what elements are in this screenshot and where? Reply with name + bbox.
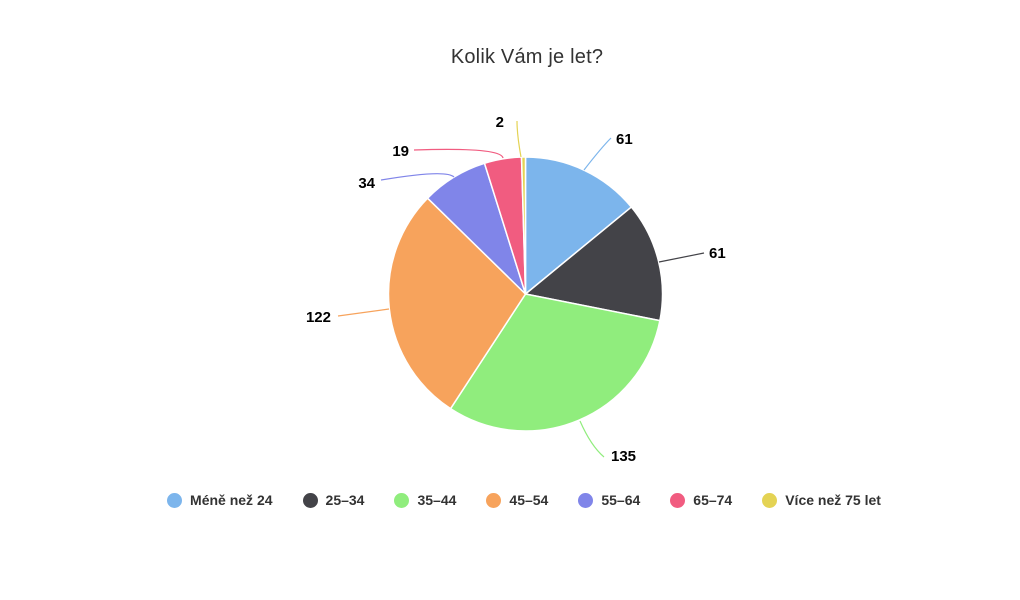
legend-label: 45–54 — [509, 492, 549, 508]
pie-slice-6[interactable] — [520, 156, 527, 295]
pie-slice-3[interactable] — [387, 197, 527, 410]
legend-item-2[interactable]: 35–44 — [394, 492, 456, 508]
legend-item-0[interactable]: Méně než 24 — [167, 492, 273, 508]
data-label-4: 34 — [358, 175, 375, 192]
legend-item-1[interactable]: 25–34 — [302, 492, 365, 508]
pie-slice-2[interactable] — [449, 293, 661, 432]
legend-label: Více než 75 let — [785, 492, 881, 508]
connector-line-2 — [579, 420, 605, 458]
connector-line-5 — [413, 148, 504, 159]
legend-item-4[interactable]: 55–64 — [578, 492, 640, 508]
legend-marker-icon — [762, 492, 778, 508]
connector-line-1 — [658, 252, 705, 263]
legend-item-5[interactable]: 65–74 — [670, 492, 732, 508]
data-label-5: 19 — [392, 143, 409, 160]
data-label-6: 2 — [496, 114, 504, 131]
legend-item-3[interactable]: 45–54 — [486, 492, 548, 508]
chart-title: Kolik Vám je let? — [450, 46, 604, 68]
connector-lines — [337, 120, 705, 458]
legend: Méně než 24 25–34 35–44 45–54 55–64 65–74 Více… — [14, 492, 1020, 508]
legend-marker-icon — [486, 492, 502, 508]
data-labels: 61 61 135 122 34 19 2 — [306, 114, 726, 465]
legend-marker-icon — [394, 492, 410, 508]
data-label-3: 122 — [306, 309, 331, 326]
legend-label: 25–34 — [325, 492, 365, 508]
legend-marker-icon — [670, 492, 686, 508]
legend-label: Méně než 24 — [190, 492, 273, 508]
connector-line-6 — [516, 120, 522, 158]
connector-line-4 — [380, 173, 455, 181]
pie-slices — [387, 156, 664, 432]
legend-marker-icon — [167, 492, 183, 508]
data-label-0: 61 — [616, 131, 633, 148]
connector-line-0 — [583, 137, 612, 171]
data-label-1: 61 — [709, 245, 726, 262]
legend-item-6[interactable]: Více než 75 let — [762, 492, 881, 508]
legend-marker-icon — [578, 492, 594, 508]
pie-slice-0[interactable] — [524, 156, 633, 295]
pie-slice-1[interactable] — [524, 206, 664, 322]
legend-marker-icon — [302, 492, 318, 508]
data-label-2: 135 — [611, 448, 636, 465]
connector-line-3 — [337, 308, 390, 317]
legend-label: 55–64 — [601, 492, 641, 508]
legend-label: 35–44 — [417, 492, 457, 508]
legend-label: 65–74 — [693, 492, 733, 508]
